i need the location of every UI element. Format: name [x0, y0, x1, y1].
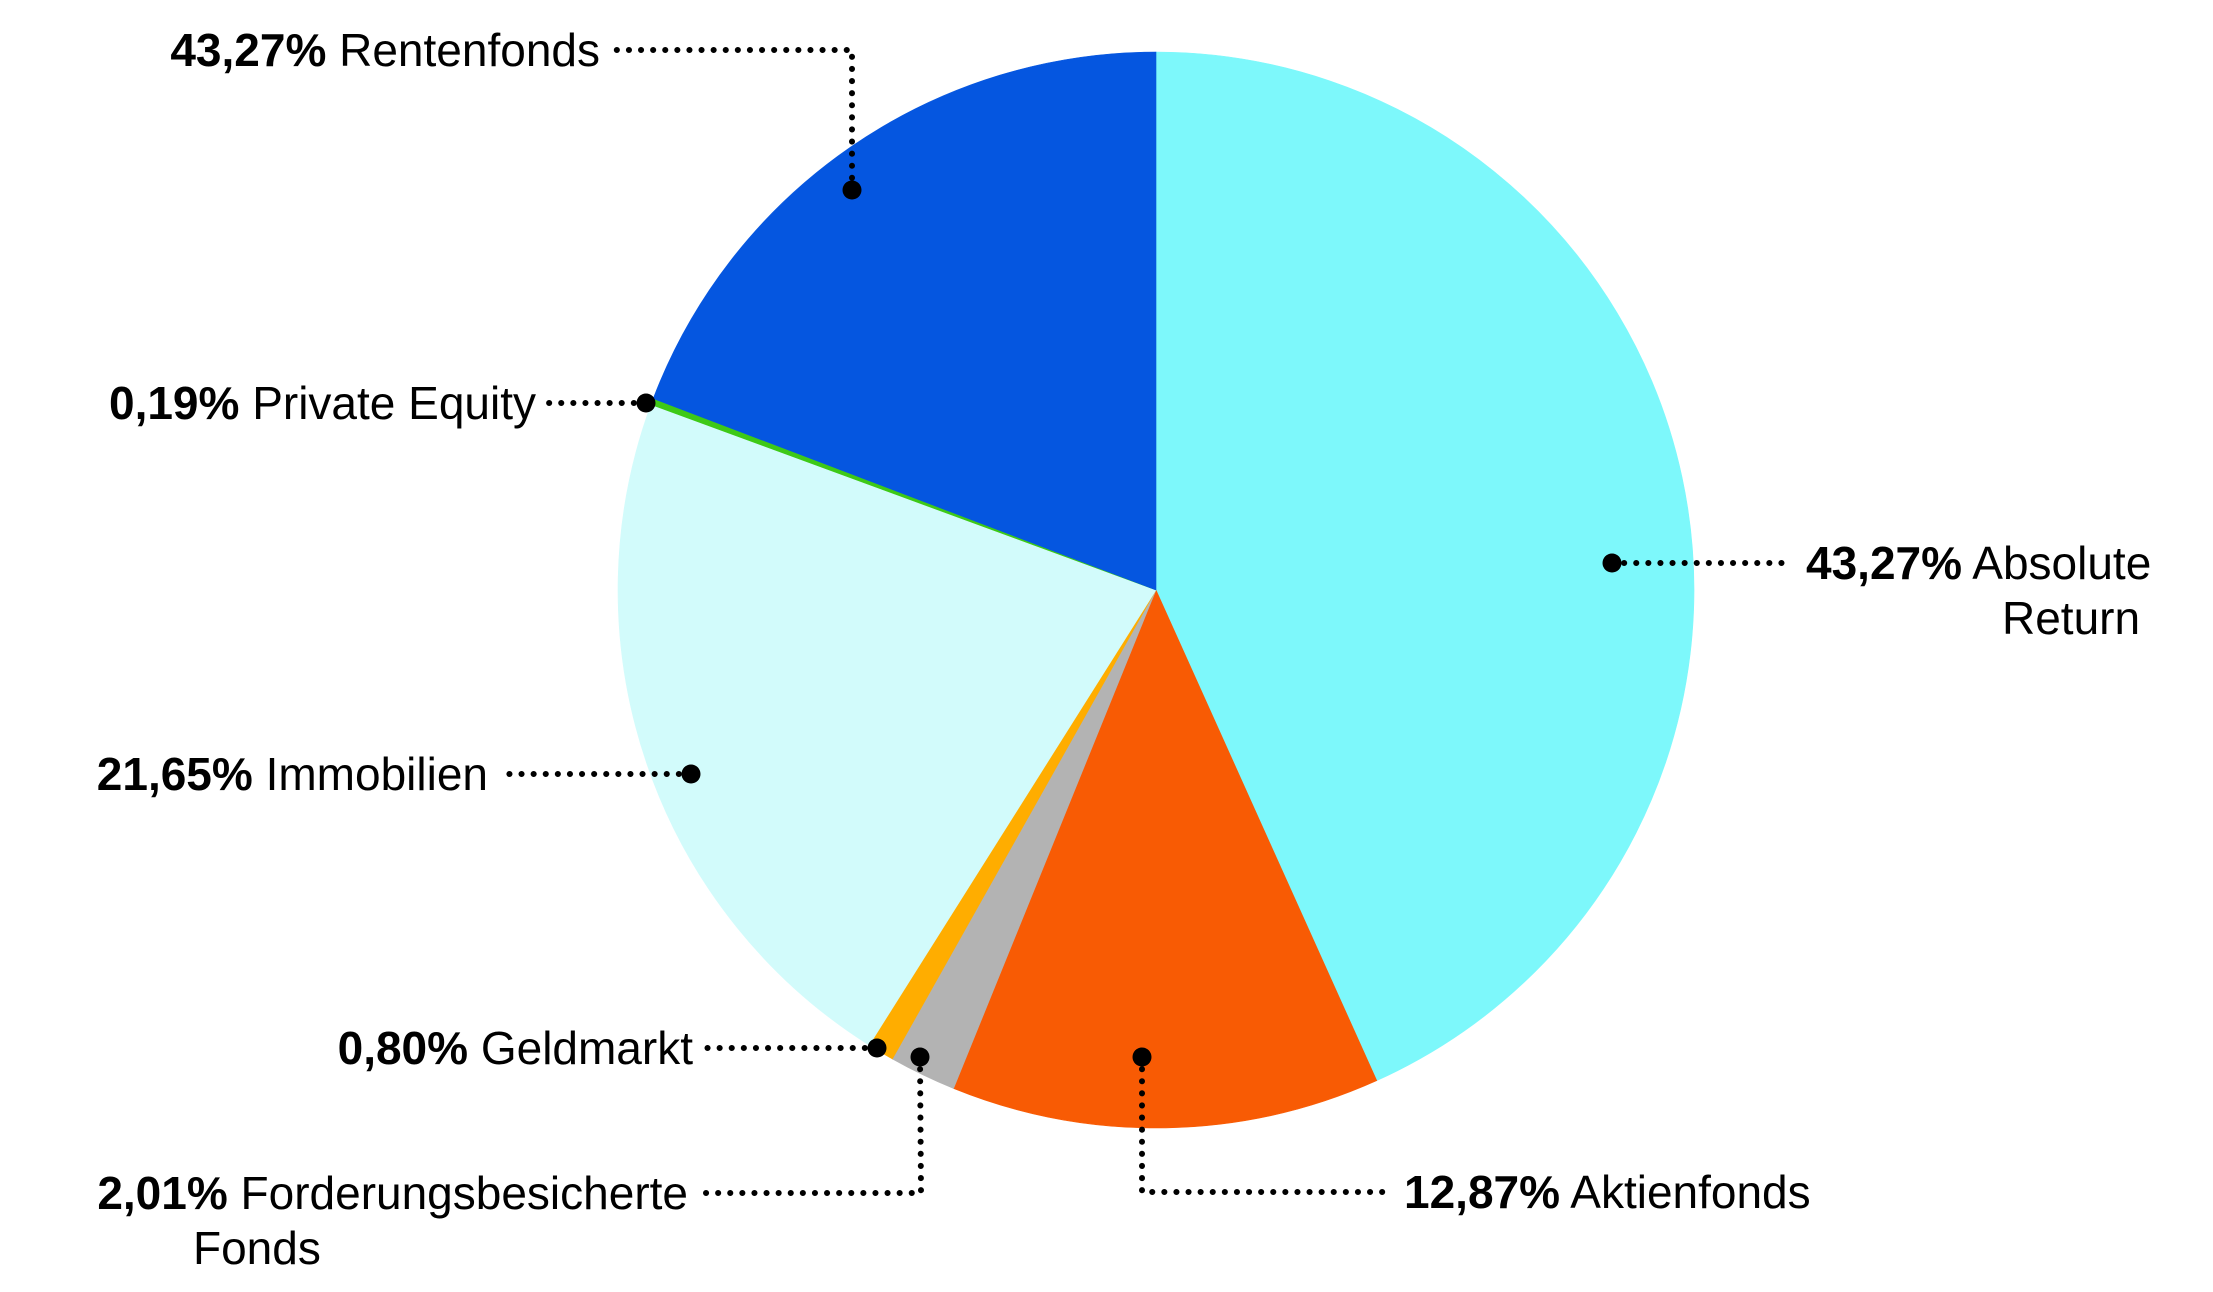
slice-name: Absolute	[1962, 537, 2152, 589]
slice-label-private-equity: 0,19% Private Equity	[109, 380, 536, 426]
slice-value: 12,87%	[1404, 1166, 1561, 1218]
slice-value: 0,19%	[108, 377, 240, 429]
pie-slice-absolute-return	[1155, 51, 1695, 1082]
leader-dot-absolute-return	[1602, 553, 1622, 573]
slice-name: Private Equity	[239, 377, 536, 429]
slice-name: Return	[2002, 592, 2141, 644]
slice-value: 43,27%	[170, 24, 327, 76]
leader-dot-rentenfonds	[842, 180, 862, 200]
slice-name: Rentenfonds	[326, 24, 600, 76]
leader-line-rentenfonds	[609, 47, 855, 193]
leader-dot-forderungsbesicherte-fonds	[910, 1047, 930, 1067]
leader-line-aktienfonds	[1139, 1054, 1395, 1195]
slice-label-forderungsbesicherte-fonds-line2: Fonds	[193, 1225, 321, 1271]
slice-label-geldmarkt: 0,80% Geldmarkt	[338, 1025, 693, 1071]
pie-slice-immobilien	[617, 404, 1157, 1046]
slice-name: Forderungsbesicherte	[227, 1167, 688, 1219]
slice-label-absolute-return-line1: 43,27% Absolute	[1806, 540, 2151, 586]
slice-value: 21,65%	[96, 748, 253, 800]
slice-label-aktienfonds: 12,87% Aktienfonds	[1404, 1169, 1811, 1215]
leader-dot-private-equity	[636, 393, 656, 413]
leader-dot-geldmarkt	[867, 1038, 887, 1058]
slice-value: 43,27%	[1806, 537, 1963, 589]
slice-label-immobilien: 21,65% Immobilien	[97, 751, 488, 797]
slice-name: Geldmarkt	[468, 1022, 693, 1074]
slice-name: Aktienfonds	[1560, 1166, 1811, 1218]
pie-slice-aktienfonds	[953, 589, 1378, 1129]
slice-name: Fonds	[193, 1222, 321, 1274]
slice-label-rentenfonds: 43,27% Rentenfonds	[170, 27, 600, 73]
slice-value: 0,80%	[337, 1022, 469, 1074]
slice-label-forderungsbesicherte-fonds-line1: 2,01% Forderungsbesicherte	[97, 1170, 688, 1216]
leader-dot-aktienfonds	[1132, 1047, 1152, 1067]
slice-value: 2,01%	[97, 1167, 228, 1219]
slice-name: Immobilien	[252, 748, 488, 800]
slice-label-absolute-return-line2: Return	[2002, 595, 2140, 641]
leader-dot-immobilien	[681, 764, 701, 784]
pie-slice-rentenfonds	[652, 51, 1157, 591]
leader-line-forderungsbesicherte-fonds	[699, 1054, 924, 1196]
